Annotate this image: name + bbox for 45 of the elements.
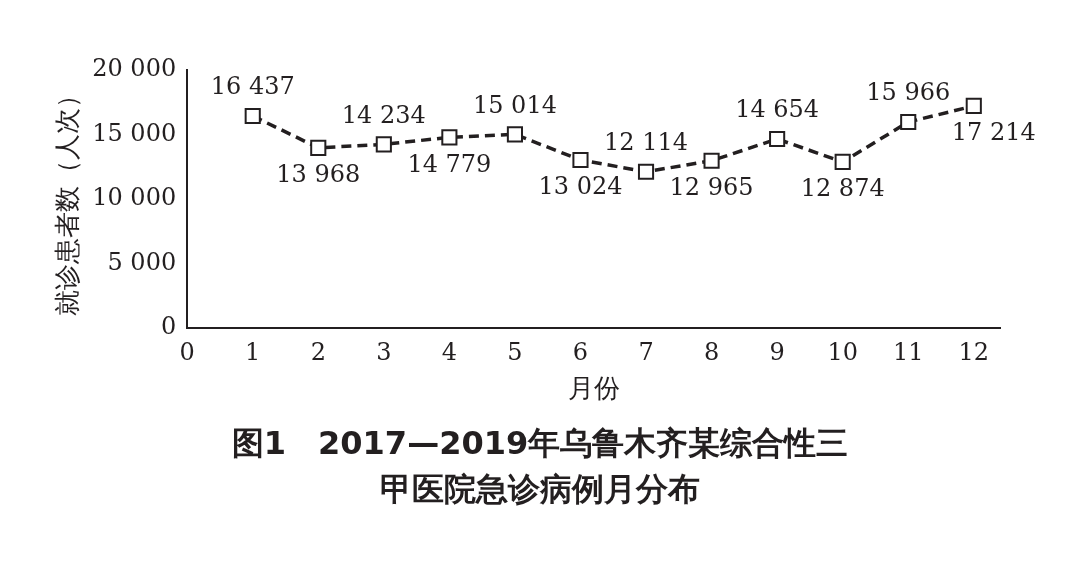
point	[965, 97, 982, 115]
data-label: 15 014	[472, 90, 557, 119]
y-axis-title: 就诊患者数（人次）	[52, 82, 83, 316]
y-tick-label: 5 000	[107, 247, 177, 276]
x-axis-title: 月份	[567, 373, 620, 404]
point	[769, 130, 786, 148]
data-label: 12 114	[604, 127, 689, 156]
x-tick-label: 8	[703, 337, 720, 366]
y-tick-label: 20 000	[92, 54, 177, 83]
point	[834, 153, 851, 170]
x-tick-label: 2	[310, 337, 326, 366]
x-tick-label: 4	[441, 337, 458, 366]
x-tick-label: 6	[572, 337, 589, 366]
x-tick-label: 3	[376, 337, 392, 366]
x-tick-label: 9	[769, 337, 785, 366]
x-tick-label: 11	[892, 337, 924, 366]
data-label: 14 654	[735, 95, 820, 124]
point	[441, 129, 458, 146]
point	[310, 139, 327, 156]
x-tick-label: 0	[179, 337, 195, 366]
x-tick-label: 10	[827, 337, 858, 366]
x-tick-label: 7	[638, 337, 654, 366]
data-label: 13 024	[538, 172, 623, 201]
data-label: 12 874	[800, 174, 885, 203]
y-tick-label: 0	[160, 312, 177, 341]
x-tick-label: 12	[958, 337, 990, 366]
data-label: 12 965	[669, 172, 754, 201]
data-label: 16 437	[210, 72, 295, 101]
point	[572, 151, 589, 169]
data-label: 14 779	[407, 149, 492, 178]
point	[244, 107, 261, 125]
data-label: 15 966	[866, 78, 951, 107]
point	[900, 113, 917, 131]
y-tick-label: 15 000	[92, 118, 177, 147]
point	[506, 126, 523, 143]
point	[375, 136, 392, 153]
point	[703, 152, 720, 169]
y-tick-label: 10 000	[92, 183, 177, 212]
data-label: 14 234	[341, 100, 426, 129]
point	[637, 163, 655, 180]
x-tick-label: 5	[507, 337, 523, 366]
text: 图1 2017—2019年乌鲁木齐某综合性三甲医院急诊病例月分布	[230, 423, 850, 510]
x-tick-label: 1	[245, 337, 261, 366]
data-label: 13 968	[276, 160, 361, 189]
data-label: 17 214	[951, 118, 1036, 147]
